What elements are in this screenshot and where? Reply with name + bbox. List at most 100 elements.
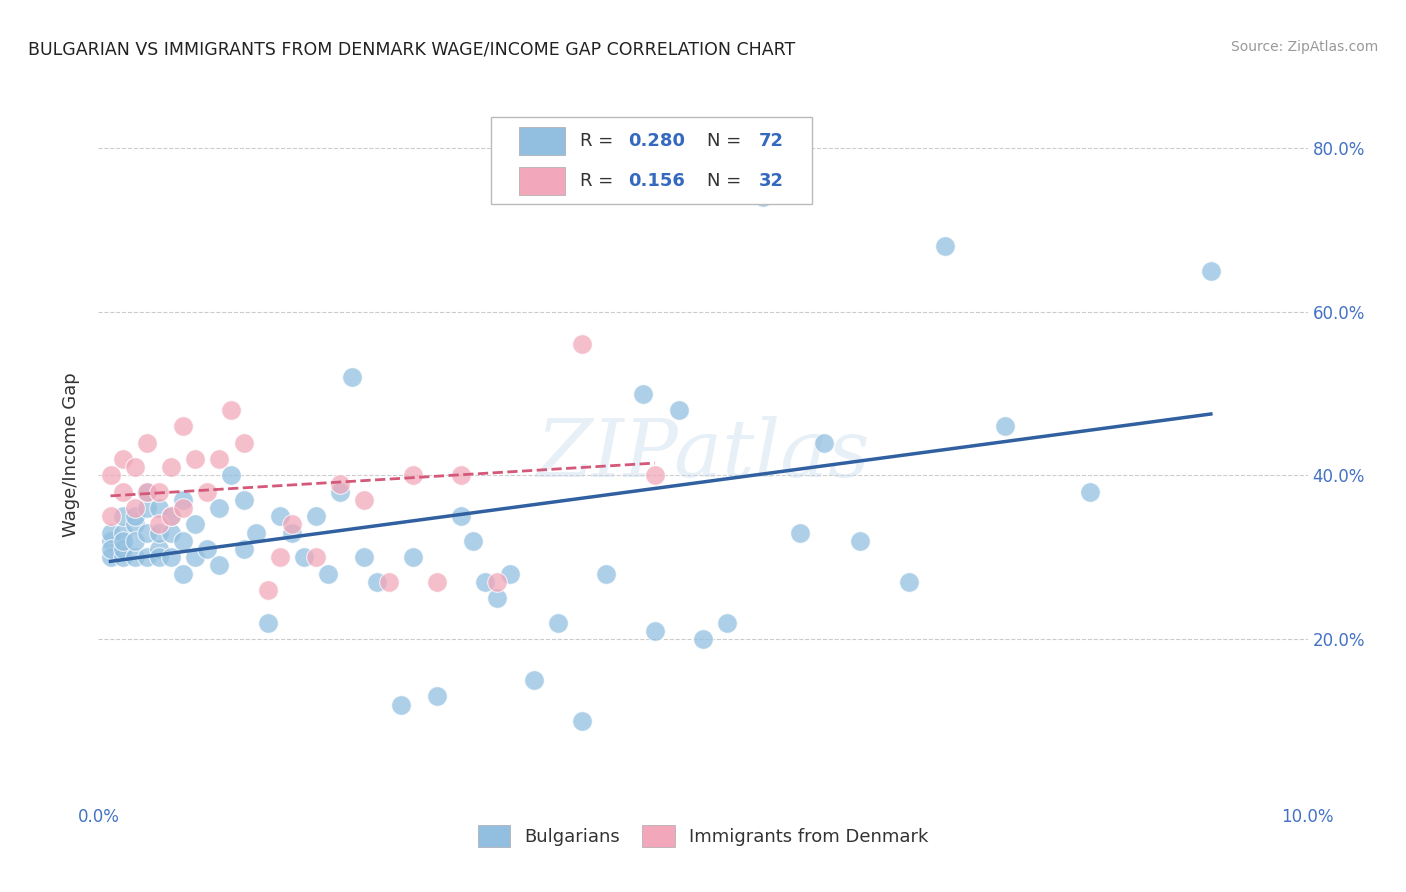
- Point: [342, 370, 364, 384]
- Point: [426, 690, 449, 704]
- Point: [523, 673, 546, 687]
- Point: [172, 533, 194, 548]
- Point: [124, 550, 146, 565]
- Point: [486, 591, 509, 606]
- Point: [148, 484, 170, 499]
- Point: [184, 550, 207, 565]
- Y-axis label: Wage/Income Gap: Wage/Income Gap: [62, 373, 80, 537]
- Point: [172, 419, 194, 434]
- Point: [208, 558, 231, 573]
- Point: [221, 468, 243, 483]
- Point: [100, 550, 122, 565]
- Point: [124, 501, 146, 516]
- Point: [221, 403, 243, 417]
- Point: [256, 615, 278, 630]
- Point: [160, 509, 183, 524]
- Point: [124, 533, 146, 548]
- Text: 0.156: 0.156: [628, 172, 685, 190]
- FancyBboxPatch shape: [519, 167, 565, 194]
- Text: R =: R =: [579, 172, 619, 190]
- Point: [789, 525, 811, 540]
- Point: [402, 550, 425, 565]
- Point: [716, 615, 738, 630]
- Point: [100, 468, 122, 483]
- Point: [100, 525, 122, 540]
- Point: [329, 476, 352, 491]
- Point: [752, 190, 775, 204]
- Point: [148, 550, 170, 565]
- Point: [1199, 264, 1222, 278]
- Point: [668, 403, 690, 417]
- Point: [474, 574, 496, 589]
- Point: [389, 698, 412, 712]
- Point: [897, 574, 920, 589]
- FancyBboxPatch shape: [519, 127, 565, 155]
- Point: [124, 509, 146, 524]
- Text: 0.280: 0.280: [628, 132, 685, 150]
- FancyBboxPatch shape: [492, 118, 811, 204]
- Point: [595, 566, 617, 581]
- Point: [111, 484, 134, 499]
- Point: [135, 550, 157, 565]
- Point: [111, 509, 134, 524]
- Legend: Bulgarians, Immigrants from Denmark: Bulgarians, Immigrants from Denmark: [468, 816, 938, 856]
- Point: [184, 452, 207, 467]
- Point: [184, 517, 207, 532]
- Text: 32: 32: [759, 172, 783, 190]
- Point: [366, 574, 388, 589]
- Point: [813, 435, 835, 450]
- Point: [450, 509, 472, 524]
- Point: [124, 460, 146, 475]
- Point: [172, 501, 194, 516]
- Point: [353, 550, 375, 565]
- Point: [100, 509, 122, 524]
- Point: [111, 525, 134, 540]
- Point: [148, 501, 170, 516]
- Point: [232, 542, 254, 557]
- Point: [486, 574, 509, 589]
- Point: [160, 525, 183, 540]
- Text: ZIPatlas: ZIPatlas: [536, 417, 870, 493]
- Point: [135, 501, 157, 516]
- Point: [100, 533, 122, 548]
- Point: [305, 509, 328, 524]
- Point: [450, 468, 472, 483]
- Point: [692, 632, 714, 646]
- Point: [281, 525, 304, 540]
- Point: [269, 509, 291, 524]
- Text: R =: R =: [579, 132, 619, 150]
- Point: [160, 509, 183, 524]
- Point: [111, 542, 134, 557]
- Point: [148, 542, 170, 557]
- Point: [232, 435, 254, 450]
- Point: [353, 492, 375, 507]
- Point: [111, 452, 134, 467]
- Point: [1078, 484, 1101, 499]
- Point: [124, 517, 146, 532]
- Point: [292, 550, 315, 565]
- Text: N =: N =: [707, 132, 747, 150]
- Point: [256, 582, 278, 597]
- Point: [135, 525, 157, 540]
- Point: [498, 566, 520, 581]
- Point: [305, 550, 328, 565]
- Point: [172, 566, 194, 581]
- Point: [208, 501, 231, 516]
- Point: [547, 615, 569, 630]
- Point: [135, 484, 157, 499]
- Point: [208, 452, 231, 467]
- Point: [571, 714, 593, 728]
- Point: [135, 484, 157, 499]
- Point: [644, 624, 666, 638]
- Point: [934, 239, 956, 253]
- Point: [195, 484, 218, 499]
- Point: [994, 419, 1017, 434]
- Point: [402, 468, 425, 483]
- Point: [111, 550, 134, 565]
- Point: [160, 550, 183, 565]
- Point: [111, 533, 134, 548]
- Point: [195, 542, 218, 557]
- Point: [281, 517, 304, 532]
- Point: [148, 517, 170, 532]
- Point: [316, 566, 339, 581]
